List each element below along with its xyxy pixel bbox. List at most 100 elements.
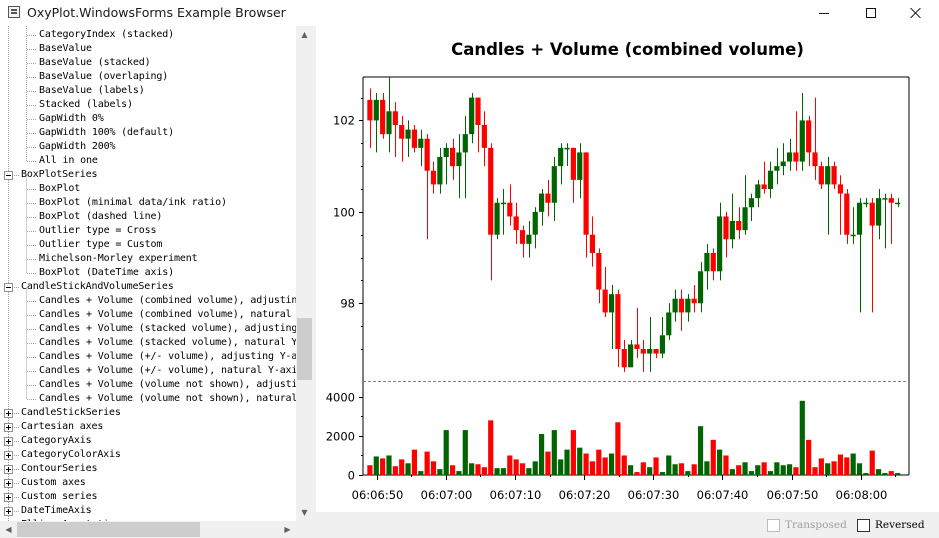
tree-leaf[interactable]: GapWidth 100% (default) xyxy=(39,127,175,138)
tree-leaf[interactable]: Candles + Volume (combined volume), natu… xyxy=(39,309,296,320)
expand-plus-icon[interactable] xyxy=(4,437,13,446)
candle-body xyxy=(596,253,602,290)
candle-body xyxy=(456,152,462,167)
candle-body xyxy=(786,152,793,162)
tree-leaf[interactable]: BoxPlot (minimal data/ink ratio) xyxy=(39,197,227,208)
tree-leaf[interactable]: Candles + Volume (stacked volume), adjus… xyxy=(39,323,296,334)
expand-plus-icon[interactable] xyxy=(4,423,13,432)
collapse-minus-icon[interactable] xyxy=(4,171,13,180)
volume-bar xyxy=(723,455,729,475)
scroll-left-arrow-icon[interactable]: ◀ xyxy=(5,525,12,534)
volume-bar xyxy=(418,471,424,475)
tree-leaf[interactable]: Candles + Volume (+/- volume), natural Y… xyxy=(39,365,296,376)
volume-bar xyxy=(386,455,392,475)
tree-leaf[interactable]: BoxPlot (dashed line) xyxy=(39,211,163,222)
tree-leaf[interactable]: BaseValue (overlaping) xyxy=(39,71,169,82)
candle-body xyxy=(386,111,392,135)
tree-leaf[interactable]: CategoryIndex (stacked) xyxy=(39,29,175,40)
expand-plus-icon[interactable] xyxy=(4,465,13,474)
candle-body xyxy=(437,157,443,185)
tree-leaf[interactable]: Candles + Volume (volume not shown), nat… xyxy=(39,393,296,404)
tree-vertical-scrollbar[interactable]: ▲ ▼ xyxy=(296,26,313,521)
price-tick-label: 98 xyxy=(340,297,355,311)
candle-body xyxy=(780,161,786,167)
close-button[interactable] xyxy=(893,0,939,26)
expand-plus-icon[interactable] xyxy=(4,409,13,418)
candle-body xyxy=(405,129,411,139)
candle-body xyxy=(551,166,557,203)
candle-body xyxy=(475,97,481,125)
tree-leaf[interactable]: Candles + Volume (stacked volume), natur… xyxy=(39,337,296,348)
tree-leaf[interactable]: BoxPlot xyxy=(39,183,81,194)
tree-node[interactable]: ContourSeries xyxy=(21,463,98,474)
tree-leaf[interactable]: BaseValue (stacked) xyxy=(39,57,151,68)
maximize-button[interactable] xyxy=(848,0,894,26)
tree-node[interactable]: CategoryColorAxis xyxy=(21,449,121,460)
reversed-checkbox-box[interactable] xyxy=(857,518,870,532)
volume-bar xyxy=(615,422,621,475)
tree-leaf[interactable]: GapWidth 0% xyxy=(39,113,104,124)
volume-bar xyxy=(729,469,735,475)
tree-node[interactable]: BoxPlotSeries xyxy=(21,169,98,180)
tree-leaf[interactable]: All in one xyxy=(39,155,98,166)
volume-bar xyxy=(380,458,386,475)
expand-plus-icon[interactable] xyxy=(4,479,13,488)
expand-plus-icon[interactable] xyxy=(4,493,13,502)
candle-body xyxy=(844,193,850,235)
tree-node[interactable]: EllipseAnnotation xyxy=(21,518,121,521)
example-tree[interactable]: CategoryIndex (stacked) BaseValue BaseValu… xyxy=(0,26,296,521)
collapse-minus-icon[interactable] xyxy=(4,283,13,292)
minimize-button[interactable] xyxy=(801,0,847,26)
volume-bar xyxy=(748,471,755,475)
tree-node[interactable]: Cartesian axes xyxy=(21,421,104,432)
volume-bar xyxy=(411,449,418,475)
reversed-checkbox[interactable]: Reversed xyxy=(857,518,925,532)
candle-body xyxy=(659,335,665,354)
scroll-down-arrow-icon[interactable]: ▼ xyxy=(301,508,308,517)
candle-body xyxy=(704,253,710,272)
tree-leaf[interactable]: Candles + Volume (+/- volume), adjusting… xyxy=(39,351,296,362)
volume-bar xyxy=(793,467,799,475)
tree-node[interactable]: CandleStickSeries xyxy=(21,407,121,418)
tree-leaf[interactable]: Outlier type = Custom xyxy=(39,239,163,250)
tree-leaf[interactable]: Stacked (labels) xyxy=(39,99,133,110)
volume-bar xyxy=(558,459,564,475)
volume-bar xyxy=(589,461,596,475)
tree-horizontal-scrollbar[interactable]: ◀ ▶ xyxy=(0,521,296,538)
tree-leaf[interactable]: Michelson-Morley experiment xyxy=(39,253,198,264)
tree-leaf[interactable]: BaseValue xyxy=(39,43,92,54)
candle-body xyxy=(392,111,398,125)
tree-leaf[interactable]: BaseValue (labels) xyxy=(39,85,145,96)
candle-body xyxy=(380,99,386,135)
vertical-scroll-thumb[interactable] xyxy=(297,318,312,380)
tree-node[interactable]: CandleStickAndVolumeSeries xyxy=(21,281,174,292)
volume-bar xyxy=(895,473,901,475)
candlestick-volume-chart[interactable]: 98 100 102 0 2000 4000 06:06:50 06:07:00 06:07:1… xyxy=(316,26,939,512)
scroll-right-arrow-icon[interactable]: ▶ xyxy=(284,525,291,534)
tree-leaf[interactable]: Candles + Volume (volume not shown), adj… xyxy=(39,379,296,390)
tree-leaf[interactable]: Candles + Volume (combined volume), adju… xyxy=(39,295,296,306)
plot-view[interactable]: Candles + Volume (combined volume) 98 100… xyxy=(316,26,939,512)
tree-node[interactable]: Custom series xyxy=(21,491,98,502)
tree-node[interactable]: Custom axes xyxy=(21,477,86,488)
tree-node[interactable]: CategoryAxis xyxy=(21,435,92,446)
horizontal-scroll-thumb[interactable] xyxy=(17,522,200,537)
volume-bar xyxy=(526,468,532,475)
volume-bar xyxy=(755,465,761,475)
time-tick-label: 06:07:50 xyxy=(767,488,819,502)
panel-splitter[interactable] xyxy=(313,26,316,538)
scroll-up-arrow-icon[interactable]: ▲ xyxy=(301,30,308,39)
tree-leaf[interactable]: BoxPlot (DateTime axis) xyxy=(39,267,175,278)
volume-bar xyxy=(825,463,831,475)
maximize-icon xyxy=(866,8,876,18)
expand-plus-icon[interactable] xyxy=(4,451,13,460)
volume-tick-label: 2000 xyxy=(326,430,355,444)
tree-leaf[interactable]: GapWidth 200% xyxy=(39,141,116,152)
tree-leaf[interactable]: Outlier type = Cross xyxy=(39,225,157,236)
expand-plus-icon[interactable] xyxy=(4,507,13,516)
volume-bar xyxy=(640,462,646,475)
volume-bar xyxy=(710,439,716,475)
volume-bar xyxy=(672,464,678,475)
tree-node[interactable]: DateTimeAxis xyxy=(21,505,92,516)
candle-body xyxy=(825,166,831,185)
